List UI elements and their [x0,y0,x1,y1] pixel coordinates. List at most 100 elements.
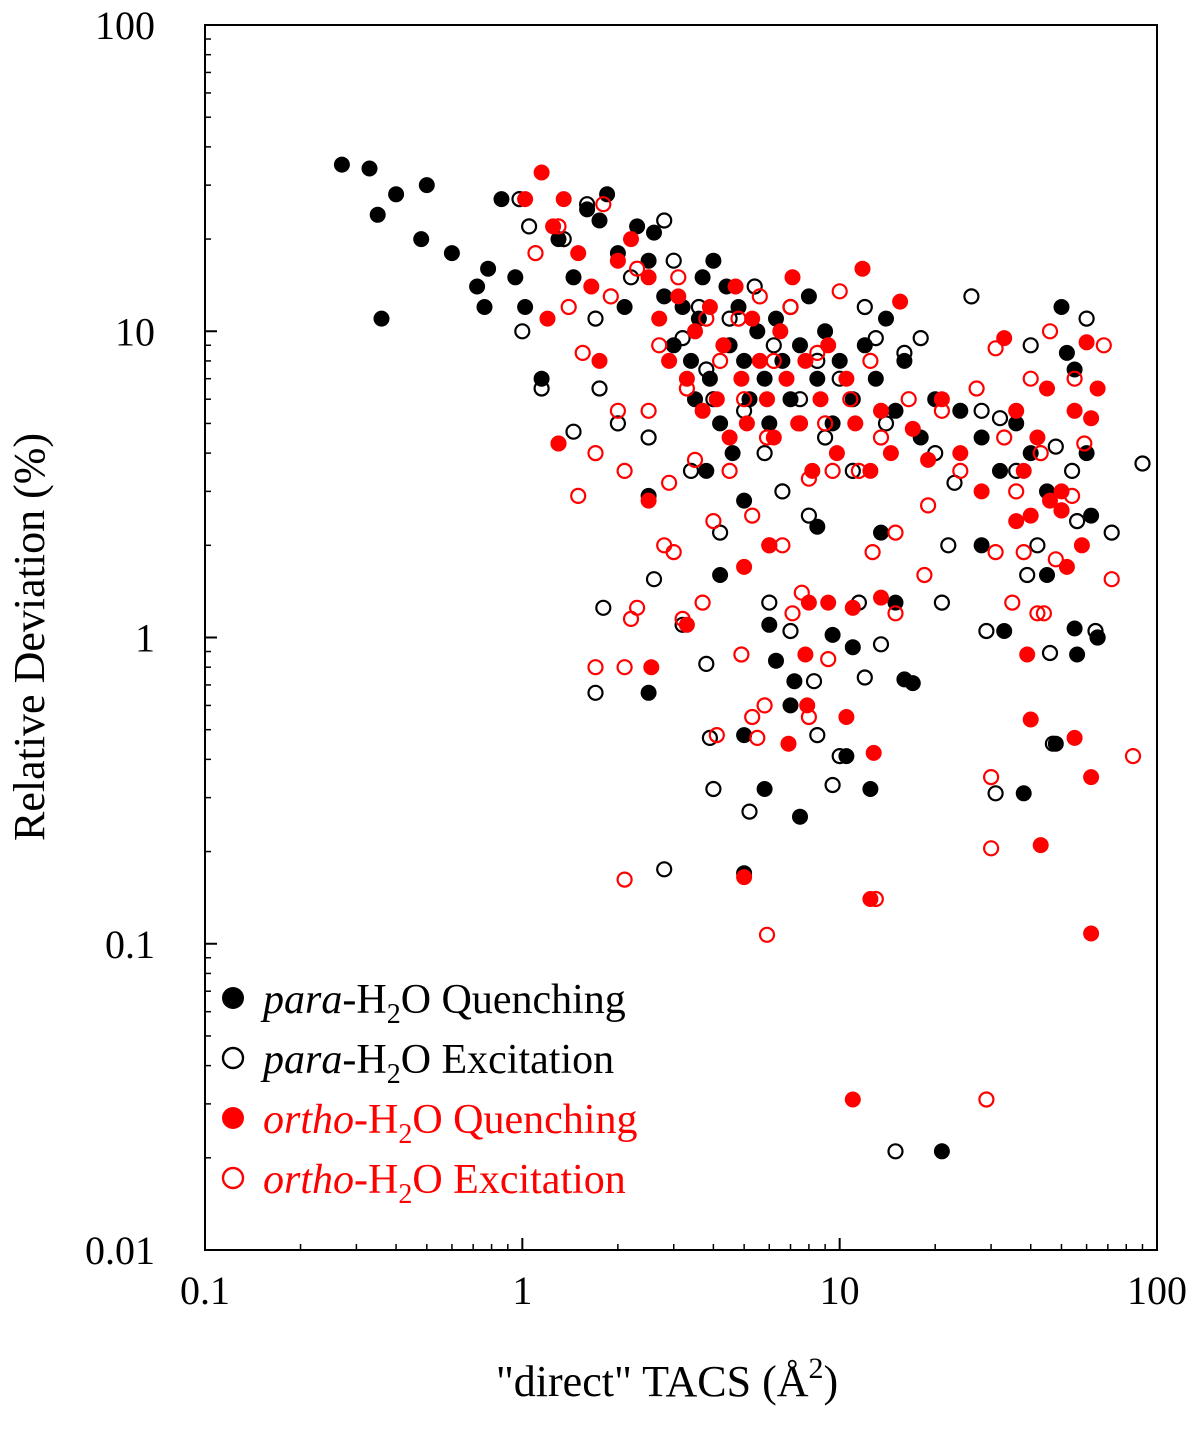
ortho-excite-point [527,245,544,262]
para-excite-point [1022,337,1039,354]
ortho-excite-point [978,1091,995,1108]
ortho-quench-point [751,352,768,369]
ortho-quench-point [533,164,550,181]
legend: para-H2O Quenching para-H2O Excitation ort… [221,977,637,1210]
ortho-excite-point [574,344,591,361]
para-excite-point [1068,512,1086,530]
para-quench-point [730,299,747,315]
para-excite-point [824,776,841,794]
para-quench-point [749,323,766,340]
para-quench-point [507,269,524,286]
ortho-excite-point [842,391,859,408]
ortho-excite-point [1008,483,1025,500]
ortho-excite-point [730,310,747,327]
legend-label-ortho-quench: ortho-H2O Quenching [263,1097,637,1150]
ortho-quench-point [661,352,678,369]
ortho-quench-point [838,709,855,725]
ortho-excite-point [756,697,773,714]
para-quench-point [933,1143,950,1160]
para-quench-point [862,781,879,797]
ortho-excite-point [761,537,778,554]
para-quench-point [476,299,493,315]
para-quench-point [973,537,990,554]
ortho-excite-point [708,726,725,744]
para-excite-point [761,594,778,611]
para-excite-point [578,196,596,213]
ortho-quench-point [862,462,879,479]
ortho-excite-point [656,537,673,554]
y-tick-label: 0.01 [85,1228,155,1273]
ortho-excite-point [987,340,1004,357]
para-excite-point [698,655,715,673]
ortho-excite-point [1022,370,1039,387]
ortho-excite-point [628,260,646,277]
ortho-quench-point [1058,558,1075,575]
para-excite-point [533,380,550,397]
para-quench-point [736,492,753,509]
ortho-quench-point [1022,507,1039,524]
ortho-quench-point [800,594,817,611]
ortho-quench-point [1053,502,1070,519]
para-excite-point [991,410,1009,427]
para-quench-point [1039,567,1055,583]
ortho-quench-point [687,323,703,340]
ortho-excite-point [968,380,985,397]
ortho-excite-point [686,451,704,468]
para-excite-point [978,622,995,640]
para-quench-point [887,402,904,419]
para-quench-point [443,245,460,262]
para-excite-point [514,323,531,340]
ortho-excite-point [1076,435,1093,452]
para-quench-point [480,260,497,277]
ortho-excite-point [1103,571,1120,588]
ortho-excite-point [674,610,691,628]
ortho-excite-point [900,391,917,408]
ortho-quench-point [1015,462,1032,479]
legend-marker-ortho-quench [222,1107,244,1129]
para-excite-point [665,252,682,269]
ortho-excite-point [831,283,848,300]
para-excite-point [1134,455,1151,472]
para-quench-point [809,370,826,387]
para-excite-point [674,330,691,347]
ortho-quench-point [820,337,837,354]
para-quench-point [878,310,894,327]
para-quench-point [761,616,778,633]
para-excite-point [887,1143,904,1160]
para-quench-point [373,310,390,327]
ortho-excite-point [1004,594,1021,611]
ortho-excite-point [670,269,687,286]
para-quench-point [683,352,699,369]
ortho-quench-point [570,245,587,262]
para-quench-point [992,462,1008,479]
para-excite-point [741,803,758,820]
ortho-excite-point [850,462,868,479]
para-excite-point [1078,310,1095,327]
para-excite-point [867,330,884,347]
ortho-quench-point [1083,925,1100,942]
ortho-quench-point [623,231,639,248]
para-quench-point [646,224,662,241]
ortho-excite-point [1041,323,1059,340]
para-quench-point [1058,344,1075,361]
para-quench-point [469,278,486,295]
para-quench-point [792,808,808,825]
para-quench-point [550,231,567,248]
ortho-excite-point [816,415,834,432]
para-excite-point [872,636,890,653]
para-quench-point [736,352,753,369]
para-quench-point [1008,415,1025,432]
ortho-quench-point [892,293,909,310]
para-quench-point [517,299,534,315]
ortho-quench-point [778,370,795,387]
ortho-quench-point [804,462,821,479]
legend-marker-ortho-excite [221,1166,245,1190]
para-quench-point [629,218,646,235]
y-axis-title: Relative Deviation (%) [5,433,54,841]
ortho-quench-point [865,744,882,761]
para-excite-point [844,462,861,479]
x-tick-label: 10 [820,1268,860,1313]
ortho-quench-point [882,445,899,462]
ortho-quench-point [721,429,738,446]
para-quench-point [1078,445,1095,462]
